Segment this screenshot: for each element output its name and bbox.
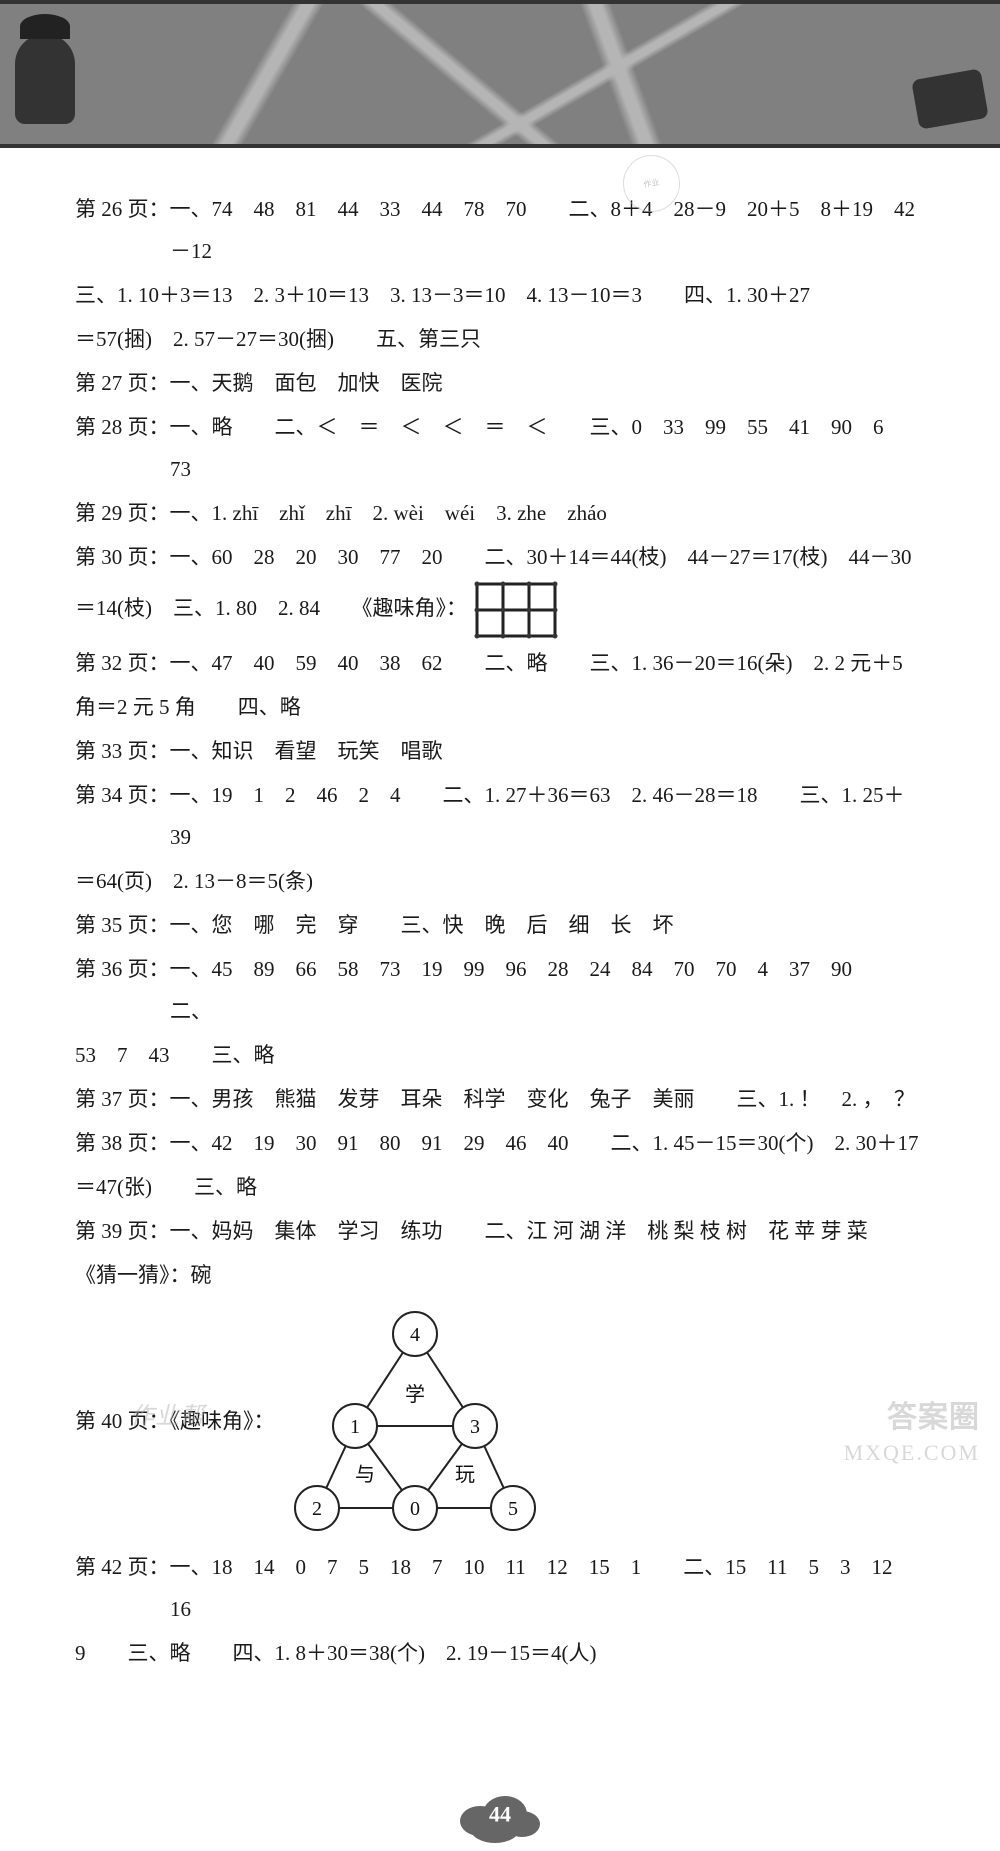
line-body: 一、19 1 2 46 2 4 二、1. 27＋36＝63 2. 46－28＝1… bbox=[170, 783, 905, 849]
watermark-bottom-right-1: 答案圈 bbox=[887, 1392, 980, 1436]
triangle-graph-figure: 4 1 3 2 0 5 学与 玩 bbox=[285, 1306, 545, 1536]
line-label: 第 36 页： bbox=[75, 957, 170, 981]
line-label: 第 37 页： bbox=[75, 1087, 170, 1111]
line-body: 一、妈妈 集体 学习 练功 二、江 河 湖 洋 桃 梨 枝 树 花 苹 芽 菜 bbox=[170, 1219, 868, 1243]
svg-text:2: 2 bbox=[312, 1498, 322, 1520]
line-body: 一、60 28 20 30 77 20 二、30＋14＝44(枝) 44－27＝… bbox=[170, 545, 912, 569]
line-body: 《猜一猜》：碗 bbox=[75, 1263, 212, 1287]
answer-line: 第 28 页：一、略 二、＜ ＝ ＜ ＜ ＝ ＜ 三、0 33 99 55 41… bbox=[75, 406, 925, 490]
line-body: ＝47(张) 三、略 bbox=[75, 1175, 257, 1199]
svg-text:5: 5 bbox=[508, 1498, 518, 1520]
stamp-text: 作业 bbox=[643, 177, 661, 191]
svg-text:学: 学 bbox=[405, 1383, 425, 1406]
line-label: 第 30 页： bbox=[75, 545, 170, 569]
answer-line: 第 34 页：一、19 1 2 46 2 4 二、1. 27＋36＝63 2. … bbox=[75, 774, 925, 858]
header-banner bbox=[0, 0, 1000, 148]
line-body: 一、男孩 熊猫 发芽 耳朵 科学 变化 兔子 美丽 三、1. ！ 2. ， ？ bbox=[170, 1087, 916, 1111]
line-body: 一、45 89 66 58 73 19 99 96 28 24 84 70 70… bbox=[170, 957, 895, 1023]
line-label: 第 38 页： bbox=[75, 1131, 170, 1155]
line-label: 第 28 页： bbox=[75, 415, 170, 439]
line-body: 一、天鹅 面包 加快 医院 bbox=[170, 371, 443, 395]
answer-line: 第 42 页：一、18 14 0 7 5 18 7 10 11 12 15 1 … bbox=[75, 1546, 925, 1630]
answer-line: 53 7 43 三、略 bbox=[75, 1034, 925, 1076]
line-label: 第 29 页： bbox=[75, 501, 170, 525]
line-body: 一、42 19 30 91 80 91 29 46 40 二、1. 45－15＝… bbox=[170, 1131, 919, 1155]
answer-line: ＝57(捆) 2. 57－27＝30(捆) 五、第三只 bbox=[75, 318, 925, 360]
line-body: 一、略 二、＜ ＝ ＜ ＜ ＝ ＜ 三、0 33 99 55 41 90 6 7… bbox=[170, 415, 905, 481]
match-grid-figure bbox=[473, 580, 559, 640]
answer-content: 第 26 页：一、74 48 81 44 33 44 78 70 二、8＋4 2… bbox=[0, 148, 1000, 1736]
line-body: 53 7 43 三、略 bbox=[75, 1043, 275, 1067]
answer-line: 第 39 页：一、妈妈 集体 学习 练功 二、江 河 湖 洋 桃 梨 枝 树 花… bbox=[75, 1210, 925, 1252]
svg-text:0: 0 bbox=[410, 1498, 420, 1520]
answer-line: 第 38 页：一、42 19 30 91 80 91 29 46 40 二、1.… bbox=[75, 1122, 925, 1164]
answer-line: 第 29 页：一、1. zhī zhǐ zhī 2. wèi wéi 3. zh… bbox=[75, 492, 925, 534]
banner-figure-left bbox=[15, 34, 75, 124]
answer-line: ＝64(页) 2. 13－8＝5(条) bbox=[75, 860, 925, 902]
watermark-bottom-left: 作业帮 bbox=[130, 1396, 205, 1431]
svg-text:3: 3 bbox=[470, 1416, 480, 1438]
svg-text:4: 4 bbox=[410, 1324, 420, 1346]
answer-line: 第 27 页：一、天鹅 面包 加快 医院 bbox=[75, 362, 925, 404]
svg-text:玩: 玩 bbox=[455, 1464, 475, 1486]
line-body: 一、您 哪 完 穿 三、快 晚 后 细 长 坏 bbox=[170, 913, 674, 937]
answer-line: 第 26 页：一、74 48 81 44 33 44 78 70 二、8＋4 2… bbox=[75, 188, 925, 272]
answer-line: 第 32 页：一、47 40 59 40 38 62 二、略 三、1. 36－2… bbox=[75, 642, 925, 684]
answer-line: 第 35 页：一、您 哪 完 穿 三、快 晚 后 细 长 坏 bbox=[75, 904, 925, 946]
answer-line: 9 三、略 四、1. 8＋30＝38(个) 2. 19－15＝4(人) bbox=[75, 1632, 925, 1674]
line-label: 第 32 页： bbox=[75, 651, 170, 675]
line-body: 角＝2 元 5 角 四、略 bbox=[75, 695, 301, 719]
answer-line: 角＝2 元 5 角 四、略 bbox=[75, 686, 925, 728]
page-number: 44 bbox=[489, 1802, 511, 1828]
line-body: ＝14(枝) 三、1. 80 2. 84 《趣味角》： bbox=[75, 596, 467, 620]
answer-line: 第 33 页：一、知识 看望 玩笑 唱歌 bbox=[75, 730, 925, 772]
svg-text:与: 与 bbox=[355, 1463, 375, 1486]
watermark-bottom-right-2: MXQE.COM bbox=[844, 1440, 980, 1466]
line-body: 一、18 14 0 7 5 18 7 10 11 12 15 1 二、15 11… bbox=[170, 1555, 914, 1621]
answer-line: 第 37 页：一、男孩 熊猫 发芽 耳朵 科学 变化 兔子 美丽 三、1. ！ … bbox=[75, 1078, 925, 1120]
answer-line: ＝14(枝) 三、1. 80 2. 84 《趣味角》： bbox=[75, 580, 925, 640]
line-body: ＝57(捆) 2. 57－27＝30(捆) 五、第三只 bbox=[75, 327, 481, 351]
answer-line: 第 30 页：一、60 28 20 30 77 20 二、30＋14＝44(枝)… bbox=[75, 536, 925, 578]
line-label: 第 35 页： bbox=[75, 913, 170, 937]
answer-line: 《猜一猜》：碗 bbox=[75, 1254, 925, 1296]
page-number-badge: 44 bbox=[0, 1786, 1000, 1846]
line-label: 第 42 页： bbox=[75, 1555, 170, 1579]
line-body: 一、1. zhī zhǐ zhī 2. wèi wéi 3. zhe zháo bbox=[170, 501, 607, 525]
line-body: 三、1. 10＋3＝13 2. 3＋10＝13 3. 13－3＝10 4. 13… bbox=[75, 283, 810, 307]
banner-figure-right bbox=[911, 68, 989, 129]
line-body: ＝64(页) 2. 13－8＝5(条) bbox=[75, 869, 313, 893]
line-label: 第 33 页： bbox=[75, 739, 170, 763]
answer-line: 第 36 页：一、45 89 66 58 73 19 99 96 28 24 8… bbox=[75, 948, 925, 1032]
line-label: 第 26 页： bbox=[75, 197, 170, 221]
svg-text:1: 1 bbox=[350, 1416, 360, 1438]
line-body: 一、47 40 59 40 38 62 二、略 三、1. 36－20＝16(朵)… bbox=[170, 651, 903, 675]
line-body: 9 三、略 四、1. 8＋30＝38(个) 2. 19－15＝4(人) bbox=[75, 1641, 596, 1665]
line-label: 第 39 页： bbox=[75, 1219, 170, 1243]
line-body: 一、知识 看望 玩笑 唱歌 bbox=[170, 739, 443, 763]
line-body: 一、74 48 81 44 33 44 78 70 二、8＋4 28－9 20＋… bbox=[170, 197, 916, 263]
answer-line: ＝47(张) 三、略 bbox=[75, 1166, 925, 1208]
line-label: 第 27 页： bbox=[75, 371, 170, 395]
answer-line: 三、1. 10＋3＝13 2. 3＋10＝13 3. 13－3＝10 4. 13… bbox=[75, 274, 925, 316]
line-label: 第 34 页： bbox=[75, 783, 170, 807]
